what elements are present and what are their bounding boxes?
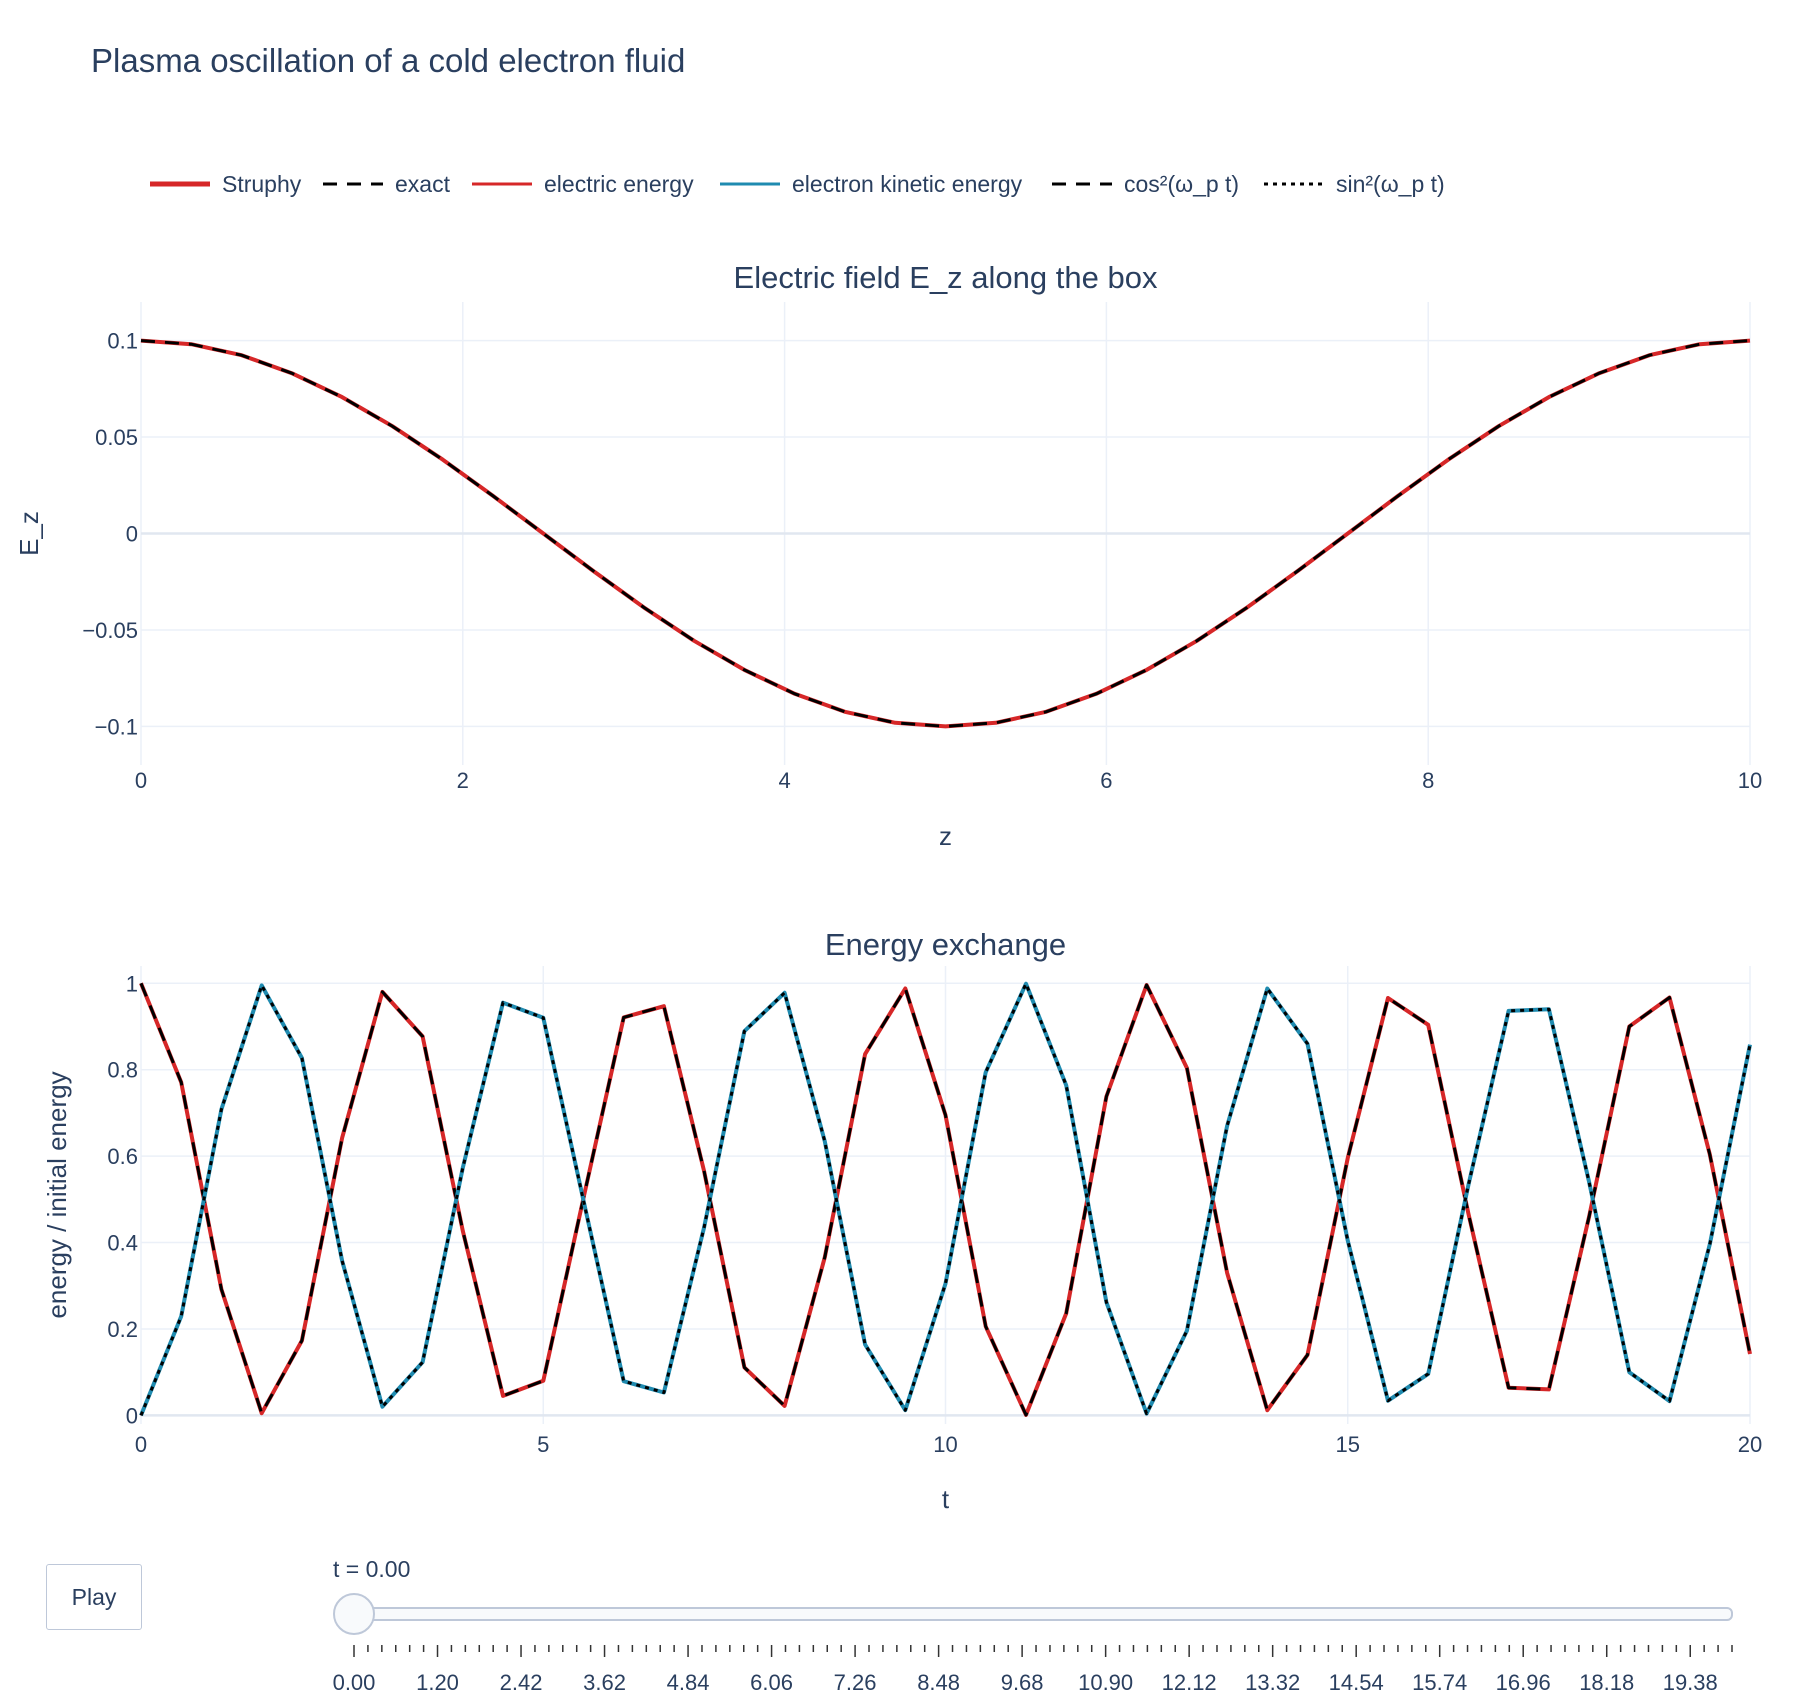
y-tick-label: 0.4	[107, 1231, 138, 1256]
y-tick-label: −0.05	[82, 618, 138, 643]
y-tick-label: 0.05	[95, 425, 138, 450]
legend-label: Struphy	[222, 171, 302, 197]
series-line-exact	[140, 339, 1751, 728]
slider-tick-label: 4.84	[667, 1670, 710, 1695]
slider-tick-label: 10.90	[1078, 1670, 1133, 1695]
legend-label: electric energy	[544, 171, 694, 197]
y-tick-label: 0.1	[107, 329, 138, 354]
x-tick-label: 10	[1738, 768, 1762, 793]
x-tick-label: 6	[1100, 768, 1112, 793]
slider-handle[interactable]	[333, 1593, 375, 1635]
x-tick-label: 15	[1336, 1432, 1360, 1457]
slider-tick-label: 15.74	[1412, 1670, 1467, 1695]
slider-tick-label: 13.32	[1245, 1670, 1300, 1695]
time-slider[interactable]: t = 0.00 0.00 1.20 2.42 3.62 4.84 6.06 7.26 8.48…	[333, 1556, 1733, 1695]
slider-track[interactable]	[353, 1607, 1733, 1621]
x-tick-label: 0	[135, 768, 147, 793]
legend-label: electron kinetic energy	[792, 171, 1023, 197]
y-axis-title: E_z	[14, 511, 44, 556]
series-line-sin-p-t	[139, 982, 1752, 1416]
y-tick-label: 0	[126, 1403, 138, 1428]
y-tick-label: 1	[126, 971, 138, 996]
subplot-title: Electric field E_z along the box	[734, 260, 1158, 295]
x-tick-label: 8	[1422, 768, 1434, 793]
slider-tick-label: 0.00	[333, 1670, 376, 1695]
slider-tick-label: 2.42	[500, 1670, 543, 1695]
y-tick-label: 0	[126, 522, 138, 547]
legend-item[interactable]: electron kinetic energy	[720, 171, 1023, 197]
y-tick-label: −0.1	[95, 714, 138, 739]
series-line-cos-p-t	[139, 982, 1752, 1417]
y-tick-label: 0.8	[107, 1058, 138, 1083]
legend-label: sin²(ω_p t)	[1336, 171, 1445, 197]
x-tick-label: 10	[933, 1432, 957, 1457]
slider-tick-label: 8.48	[917, 1670, 960, 1695]
x-tick-label: 4	[778, 768, 790, 793]
y-axis-title: energy / initial energy	[42, 1071, 72, 1318]
x-tick-label: 20	[1738, 1432, 1762, 1457]
x-axis-title: t	[942, 1484, 950, 1514]
slider-tick-label: 16.96	[1496, 1670, 1551, 1695]
legend-label: exact	[395, 171, 451, 197]
slider-tick-label: 18.18	[1579, 1670, 1634, 1695]
play-button[interactable]: Play	[46, 1564, 142, 1630]
legend-item[interactable]: cos²(ω_p t)	[1052, 171, 1239, 197]
slider-tick-label: 19.38	[1663, 1670, 1718, 1695]
gridlines	[140, 302, 1751, 765]
figure-title: Plasma oscillation of a cold electron fl…	[91, 42, 686, 79]
plot-electric-field: 0 2 4 6 8 10 −0.1 −0.05 0 0.05 0.1 Electric field E…	[14, 260, 1762, 851]
x-axis-title: z	[939, 821, 952, 851]
slider-tick-label: 7.26	[834, 1670, 877, 1695]
legend-label: cos²(ω_p t)	[1124, 171, 1239, 197]
slider-tick-label: 1.20	[416, 1670, 459, 1695]
legend-item[interactable]: exact	[323, 171, 451, 197]
subplot-title: Energy exchange	[825, 927, 1066, 962]
y-tick-label: 0.2	[107, 1317, 138, 1342]
legend-item[interactable]: sin²(ω_p t)	[1264, 171, 1445, 197]
gridlines	[140, 966, 1751, 1424]
x-tick-label: 2	[457, 768, 469, 793]
legend-item[interactable]: Struphy	[150, 171, 302, 197]
legend-item[interactable]: electric energy	[472, 171, 694, 197]
x-tick-label: 5	[537, 1432, 549, 1457]
slider-tick-label: 14.54	[1329, 1670, 1384, 1695]
legend[interactable]: Struphy exact electric energy electron kine…	[150, 171, 1445, 197]
plot-energy-exchange: 0 5 10 15 20 0 0.2 0.4 0.6 0.8 1 Energy exchange t en…	[42, 927, 1762, 1514]
slider-current-value: t = 0.00	[333, 1556, 410, 1582]
slider-tick-label: 9.68	[1001, 1670, 1044, 1695]
slider-tick-label: 3.62	[583, 1670, 626, 1695]
y-tick-label: 0.6	[107, 1144, 138, 1169]
x-tick-label: 0	[135, 1432, 147, 1457]
slider-tick-label: 12.12	[1162, 1670, 1217, 1695]
slider-tick-label: 6.06	[750, 1670, 793, 1695]
